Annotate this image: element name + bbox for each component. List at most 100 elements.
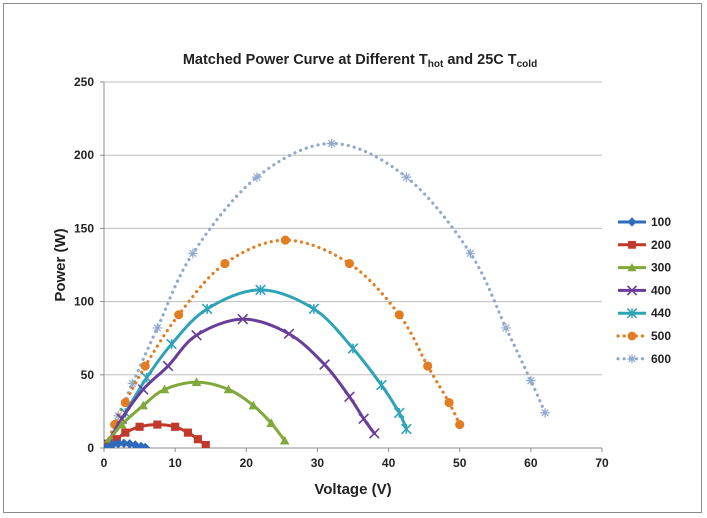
x-tick-label: 20 (240, 456, 254, 470)
data-point (376, 379, 387, 391)
data-point (465, 248, 476, 259)
data-point (400, 423, 412, 435)
legend-item-300: 300 (618, 261, 671, 275)
gridlines (100, 81, 603, 452)
data-point (358, 413, 370, 425)
data-point (540, 408, 550, 418)
data-point (113, 438, 124, 448)
data-point (444, 398, 454, 408)
data-point (347, 343, 359, 354)
data-point (137, 384, 149, 395)
series-100 (104, 438, 151, 448)
legend-item-400: 400 (618, 283, 671, 297)
data-point (319, 359, 330, 370)
y-tick-label: 100 (74, 295, 94, 309)
series-line-300 (106, 380, 287, 444)
data-point (116, 419, 127, 429)
legend-marker (626, 308, 638, 319)
legend-marker (627, 331, 637, 341)
data-point (201, 440, 210, 448)
legend: 100 200 300 400 440 500 600 (616, 215, 671, 366)
series-line-500 (105, 238, 462, 446)
data-point (252, 172, 262, 182)
title-part-1: hot (428, 59, 444, 70)
data-point (140, 361, 150, 371)
data-point (191, 329, 202, 341)
data-point (153, 420, 162, 429)
data-point (112, 435, 121, 444)
series-200 (104, 420, 210, 448)
data-point (368, 427, 380, 439)
legend-marker (627, 217, 637, 227)
series-layer (104, 138, 550, 448)
data-point (223, 384, 234, 394)
data-point (121, 428, 130, 437)
data-point (127, 378, 138, 389)
legend-label: 500 (651, 329, 671, 343)
data-point (220, 258, 230, 269)
series-600 (104, 138, 550, 448)
data-point (283, 328, 295, 340)
data-point (171, 422, 180, 431)
title-part-3: cold (517, 59, 538, 70)
x-axis-label: Voltage (V) (314, 481, 391, 498)
legend-label: 100 (651, 215, 671, 229)
x-tick-label: 10 (168, 456, 182, 470)
data-point (308, 303, 320, 315)
x-tick-label: 50 (453, 456, 467, 470)
x-tick-label: 30 (311, 456, 325, 470)
data-point (280, 235, 290, 245)
data-point (119, 438, 129, 448)
series-line-600 (105, 141, 547, 446)
data-point (162, 360, 174, 372)
legend-marker (627, 263, 637, 272)
series-500 (104, 235, 465, 448)
y-tick-label: 0 (87, 441, 94, 455)
title-part-0: Matched Power Curve at Different T (183, 52, 428, 68)
data-point (138, 400, 148, 410)
tick-labels: 0 50 100 150 200 250 0 10 20 30 40 50 60 70 (74, 75, 609, 470)
y-axis-label: Power (W) (52, 228, 69, 301)
data-point (191, 377, 202, 386)
legend-marker (628, 240, 636, 249)
legend-item-500: 500 (616, 329, 671, 343)
axes (103, 82, 602, 449)
data-point (140, 442, 151, 448)
data-point (188, 248, 198, 259)
legend-label: 440 (651, 306, 671, 320)
data-point (120, 398, 130, 408)
data-point (248, 400, 259, 410)
data-point (423, 361, 433, 371)
legend-label: 600 (651, 352, 671, 366)
y-tick-label: 250 (74, 75, 94, 89)
chart-title: Matched Power Curve at Different Thot an… (183, 52, 537, 70)
x-tick-label: 40 (382, 456, 396, 470)
data-point (401, 172, 412, 182)
data-point (393, 407, 405, 419)
legend-marker (626, 285, 638, 296)
data-point (159, 384, 170, 394)
x-tick-label: 0 (101, 456, 108, 470)
data-point (201, 303, 213, 315)
series-300 (104, 377, 290, 446)
legend-item-600: 600 (616, 352, 671, 366)
data-point (326, 138, 337, 149)
legend-item-200: 200 (618, 238, 671, 252)
legend-item-100: 100 (618, 215, 671, 229)
data-point (166, 338, 177, 350)
legend-marker (627, 354, 637, 364)
data-point (526, 375, 536, 386)
data-point (501, 323, 511, 333)
data-point (193, 435, 202, 444)
data-point (135, 422, 144, 431)
legend-item-440: 440 (618, 306, 671, 320)
y-tick-label: 150 (74, 221, 94, 235)
data-point (279, 435, 290, 445)
legend-label: 300 (651, 261, 671, 275)
data-point (394, 310, 404, 320)
data-point (255, 284, 266, 296)
y-tick-label: 200 (74, 148, 94, 162)
data-point (266, 418, 276, 427)
data-point (183, 428, 193, 437)
